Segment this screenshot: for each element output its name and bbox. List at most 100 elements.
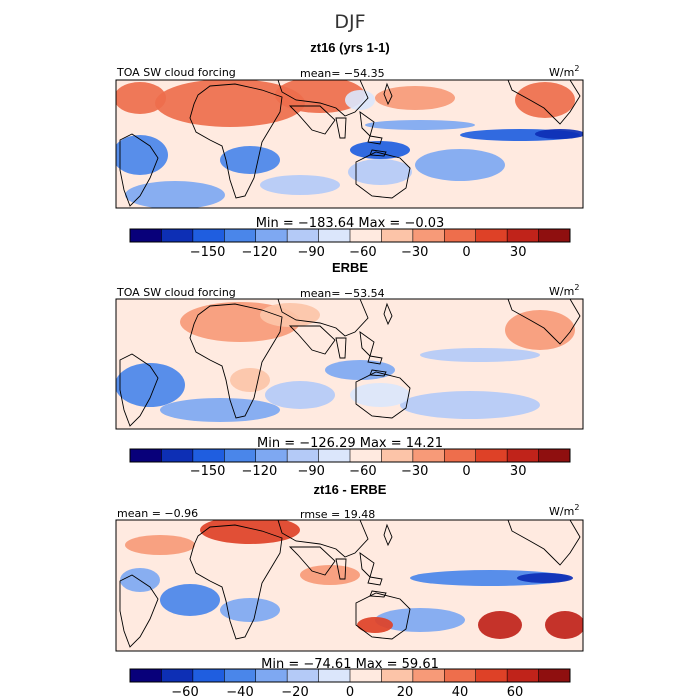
p1-blob-namerica [515, 82, 575, 118]
panel-1-tick-0: −150 [190, 245, 226, 260]
panel-2-colorbar-swatch [318, 449, 351, 462]
svg-text:W/m2: W/m2 [549, 283, 579, 298]
panel-1-tick-2: −90 [297, 245, 324, 260]
panel-1-colorbar-swatch [130, 229, 162, 242]
p1-blob-safrica [220, 146, 280, 174]
panel-1-colorbar-frame [129, 228, 571, 243]
panel-2-tick-1: −120 [242, 464, 278, 479]
p2-blob-itcz [420, 348, 540, 362]
panel-2-colorbar-swatch [224, 449, 257, 462]
panel-3-subtitle: zt16 - ERBE [314, 482, 387, 497]
panel-3-center-label: rmse = 19.48 [300, 508, 375, 521]
p1-blob-itcz-core [535, 129, 583, 139]
panel-3-tick-3: 0 [346, 685, 354, 700]
panel-3-tick-2: −20 [281, 685, 308, 700]
panel-1-colorbar-swatch [287, 229, 320, 242]
panel-2-colorbar-swatch [412, 449, 445, 462]
p1-blob-sio [260, 175, 340, 195]
panel-2-tick-4: −30 [401, 464, 428, 479]
panel-3: zt16 - ERBE mean = −0.96 rmse = 19.48 W/… [115, 482, 584, 700]
main-title: DJF [334, 11, 365, 33]
p2-blob-arabia [260, 303, 320, 327]
panel-3-tick-5: 40 [452, 685, 469, 700]
panel-2-left-label: TOA SW cloud forcing [116, 286, 236, 299]
panel-3-map [116, 520, 583, 651]
panel-3-colorbar-swatch [350, 669, 382, 682]
panel-3-colorbar-swatch [381, 669, 414, 682]
panel-1-left-label: TOA SW cloud forcing [116, 66, 236, 79]
panel-1-colorbar-swatch [318, 229, 351, 242]
p3-blob-spac-blue [375, 608, 465, 632]
p2-blob-sio [265, 381, 335, 409]
panel-3-units: W/m [549, 505, 574, 518]
panel-2-coastlines [119, 299, 581, 427]
panel-1-colorbar-swatch [507, 229, 540, 242]
p1-blob-asia-blue [345, 90, 375, 110]
panel-3-coastlines [119, 520, 581, 648]
panel-3-colorbar-swatch [224, 669, 257, 682]
panel-1-colorbar-swatch [381, 229, 414, 242]
panel-2-colorbar-swatch [287, 449, 320, 462]
panel-2-tick-3: −60 [349, 464, 376, 479]
svg-text:W/m2: W/m2 [549, 64, 579, 79]
panel-1-subtitle: zt16 (yrs 1-1) [310, 40, 389, 55]
p3-blob-epac-red [545, 611, 583, 639]
panel-1-colorbar-swatch [255, 229, 288, 242]
panel-3-colorbar-frame [129, 668, 571, 683]
p1-blob-natl [116, 82, 166, 114]
panel-2-colorbar-frame [129, 448, 571, 463]
panel-1-units-exp: 2 [574, 64, 579, 73]
p2-blob-australia [350, 383, 410, 407]
panel-1-colorbar-swatch [350, 229, 382, 242]
panel-3-colorbar-swatch [444, 669, 477, 682]
p2-blob-southern [160, 398, 280, 422]
panel-1-coastlines [119, 80, 581, 207]
panel-2-tick-5: 0 [462, 464, 470, 479]
panel-1-frame [115, 79, 584, 209]
panel-1-field [116, 80, 583, 208]
panel-3-units-exp: 2 [574, 503, 579, 512]
p2-blob-npac [505, 310, 575, 350]
panel-3-frame [115, 519, 584, 652]
p1-blob-npac-band [365, 120, 475, 130]
p2-blob-samerica [116, 363, 185, 407]
panel-3-colorbar-swatch [130, 669, 162, 682]
p3-blob-natl-red [125, 535, 195, 555]
svg-text:W/m2: W/m2 [549, 503, 579, 518]
panel-2-colorbar-swatch [161, 449, 194, 462]
panel-2-colorbar-swatch [192, 449, 225, 462]
p3-blob-spac-red [478, 611, 522, 639]
panel-2-colorbar: −150 −120 −90 −60 −30 0 30 [129, 448, 571, 479]
panel-2-colorbar-swatch [350, 449, 382, 462]
p1-blob-warmpool [350, 141, 410, 159]
panel-2-center-label: mean= −53.54 [300, 287, 385, 300]
panel-3-tick-4: 20 [397, 685, 414, 700]
panel-1-minmax: Min = −183.64 Max = −0.03 [256, 216, 445, 231]
panel-3-colorbar-swatch [318, 669, 351, 682]
panel-1: zt16 (yrs 1-1) TOA SW cloud forcing mean… [115, 40, 584, 260]
panel-2-minmax: Min = −126.29 Max = 14.21 [257, 436, 443, 451]
p1-blob-australia [348, 159, 412, 185]
panel-1-tick-5: 0 [462, 245, 470, 260]
panel-1-colorbar-swatch [224, 229, 257, 242]
panel-2-field [116, 302, 575, 422]
panel-1-tick-1: −120 [242, 245, 278, 260]
panel-2: ERBE TOA SW cloud forcing mean= −53.54 W… [115, 260, 584, 479]
panel-3-colorbar-swatch [255, 669, 288, 682]
panel-3-tick-6: 60 [507, 685, 524, 700]
panel-3-colorbar-swatch [475, 669, 508, 682]
panel-2-tick-2: −90 [297, 464, 324, 479]
panel-1-colorbar: −150 −120 −90 −60 −30 0 30 [129, 228, 571, 260]
panel-1-tick-6: 30 [510, 245, 527, 260]
panel-3-colorbar-swatch [507, 669, 540, 682]
panel-2-tick-6: 30 [510, 464, 527, 479]
panel-2-frame [115, 298, 584, 430]
panel-1-colorbar-swatch [538, 229, 571, 242]
panel-3-colorbar-swatch [161, 669, 194, 682]
panel-2-colorbar-swatch [381, 449, 414, 462]
panel-1-center-label: mean= −54.35 [300, 67, 385, 80]
panel-1-map [116, 80, 583, 208]
panel-1-units: W/m [549, 66, 574, 79]
panel-1-colorbar-swatch [161, 229, 194, 242]
